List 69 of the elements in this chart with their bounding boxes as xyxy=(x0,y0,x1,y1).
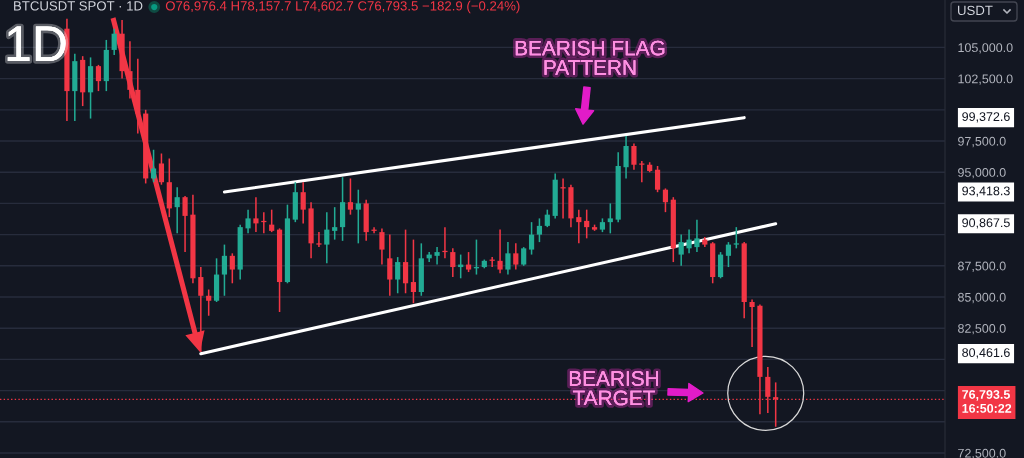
candlestick xyxy=(332,206,338,241)
annotation: BEARISH TARGET xyxy=(569,371,658,406)
candlestick xyxy=(717,251,724,280)
candlestick xyxy=(229,252,235,285)
candlestick xyxy=(300,181,306,225)
text: 80,461.6 xyxy=(962,348,1010,359)
candlestick xyxy=(324,211,330,265)
y-tick-label: 105,000.0 xyxy=(958,43,1013,54)
candlestick xyxy=(347,177,354,216)
candlestick xyxy=(316,231,322,248)
candlestick xyxy=(694,218,700,253)
candlestick xyxy=(206,288,212,317)
y-axis-title: USDT xyxy=(958,5,993,16)
text: 93,418.3 xyxy=(962,186,1010,197)
candlestick xyxy=(402,228,409,295)
candlestick xyxy=(505,241,511,276)
candlestick xyxy=(497,228,503,275)
candlestick xyxy=(245,208,251,235)
candlestick xyxy=(379,227,385,266)
candlestick xyxy=(150,148,157,183)
text: 90,867.5 xyxy=(962,218,1010,229)
candlestick xyxy=(513,242,519,271)
candlestick xyxy=(111,27,117,56)
candlestick xyxy=(158,152,165,186)
candlestick xyxy=(269,208,275,233)
candlestick xyxy=(607,202,613,235)
candlestick xyxy=(725,241,732,268)
candlestick xyxy=(434,246,440,266)
candlestick xyxy=(450,247,456,278)
candlestick xyxy=(387,233,393,297)
y-tick-label: 97,500.0 xyxy=(958,136,1006,148)
candlestick xyxy=(174,186,180,235)
annotation: BEARISH FLAG PATTERN xyxy=(515,40,665,75)
candlestick xyxy=(654,165,661,193)
y-tick-label: 95,000.0 xyxy=(958,168,1006,179)
candlestick xyxy=(221,243,228,297)
y-tick-label: 82,500.0 xyxy=(958,324,1006,335)
candlestick xyxy=(662,187,669,213)
candlestick xyxy=(127,40,133,100)
candlestick xyxy=(623,135,629,180)
candlestick xyxy=(521,246,527,267)
candlestick xyxy=(576,208,582,245)
chart-title: BTCUSDT SPOT · 1D xyxy=(14,1,143,11)
candlestick xyxy=(686,228,692,255)
candlestick xyxy=(371,226,377,235)
candlestick xyxy=(135,57,141,135)
ref-line-label: 76,793.5 16:50:22 xyxy=(962,390,1012,413)
candlestick xyxy=(395,256,401,295)
candlestick xyxy=(639,160,645,183)
candlestick xyxy=(528,221,535,256)
candlestick xyxy=(465,251,472,273)
candlestick xyxy=(560,177,566,220)
candlestick xyxy=(584,208,590,240)
candlestick xyxy=(733,226,739,250)
text: 99,372.6 xyxy=(962,112,1010,123)
y-tick-label: 87,500.0 xyxy=(958,261,1006,272)
y-tick-label: 85,000.0 xyxy=(958,292,1006,304)
candlestick xyxy=(631,142,637,171)
candlestick xyxy=(749,298,755,348)
candlestick xyxy=(95,64,102,92)
candlestick xyxy=(536,217,543,243)
candlestick xyxy=(355,188,361,245)
chart-subtitle: O76,976.4 H78,157.7 L74,602.7 C76,793.5 −182.9 (−0.24%) xyxy=(165,0,520,14)
candlestick xyxy=(678,233,684,267)
candlestick xyxy=(410,238,417,305)
candlestick xyxy=(253,196,259,233)
candlestick xyxy=(182,195,188,253)
y-tick-label: 102,500.0 xyxy=(958,74,1013,85)
candlestick xyxy=(442,226,448,260)
